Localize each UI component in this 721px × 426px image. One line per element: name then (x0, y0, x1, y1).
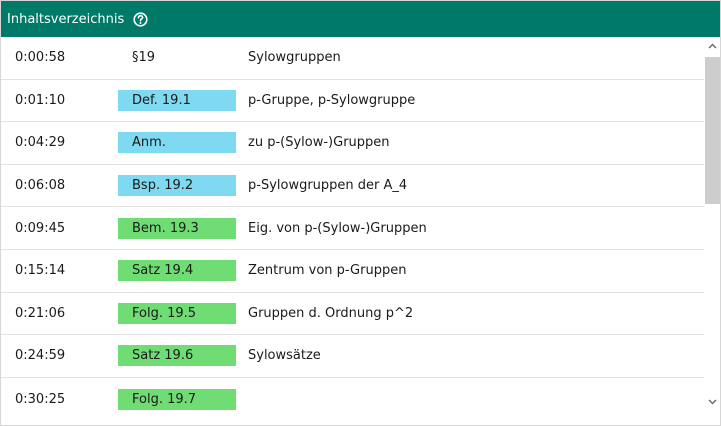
toc-row[interactable]: 0:00:58 §19 Sylowgruppen (1, 37, 704, 80)
toc-row-tag: Bsp. 19.2 (118, 175, 236, 197)
toc-row-tag: Bem. 19.3 (118, 217, 236, 239)
toc-list: 0:00:58 §19 Sylowgruppen 0:01:10 Def. 19.1 p-… (1, 37, 704, 425)
toc-row-tag: Satz 19.4 (118, 260, 236, 282)
toc-row-time: 0:24:59 (15, 348, 66, 364)
toc-row-time: 0:04:29 (15, 135, 66, 151)
toc-row-tag: Folg. 19.7 (118, 388, 236, 410)
toc-row[interactable]: 0:09:45 Bem. 19.3 Eig. von p-(Sylow-)Grupp… (1, 207, 704, 250)
toc-row-description: Eig. von p-(Sylow-)Gruppen (248, 220, 427, 236)
toc-row[interactable]: 0:21:06 Folg. 19.5 Gruppen d. Ordnung p^2 (1, 293, 704, 336)
toc-row-description: p-Sylowgruppen der A_4 (248, 178, 408, 194)
panel-header: Inhaltsverzeichnis (1, 1, 720, 37)
toc-row-description: Sylowsätze (248, 348, 321, 364)
toc-row-description: Zentrum von p-Gruppen (248, 263, 407, 279)
toc-row-time: 0:30:25 (15, 391, 66, 407)
toc-row[interactable]: 0:15:14 Satz 19.4 Zentrum von p-Gruppen (1, 250, 704, 293)
toc-row-description: Sylowgruppen (248, 50, 341, 66)
toc-row-description: Gruppen d. Ordnung p^2 (248, 305, 414, 321)
toc-row-time: 0:06:08 (15, 178, 66, 194)
toc-row-time: 0:09:45 (15, 220, 66, 236)
toc-row-time: 0:01:10 (15, 92, 66, 108)
toc-row-time: 0:21:06 (15, 305, 66, 321)
toc-row-time: 0:15:14 (15, 263, 66, 279)
toc-row-description: p-Gruppe, p-Sylowgruppe (248, 92, 416, 108)
toc-row-description: zu p-(Sylow-)Gruppen (248, 135, 390, 151)
toc-row-tag: Folg. 19.5 (118, 302, 236, 324)
toc-row[interactable]: 0:04:29 Anm. zu p-(Sylow-)Gruppen (1, 122, 704, 165)
chevron-up-icon[interactable] (704, 39, 720, 53)
toc-row-tag: §19 (132, 50, 156, 66)
toc-row[interactable]: 0:01:10 Def. 19.1 p-Gruppe, p-Sylowgruppe (1, 80, 704, 123)
toc-row[interactable]: 0:24:59 Satz 19.6 Sylowsätze (1, 335, 704, 378)
vertical-scrollbar[interactable] (704, 37, 720, 425)
scrollbar-thumb[interactable] (705, 57, 720, 204)
toc-row-tag: Satz 19.6 (118, 345, 236, 367)
chevron-down-icon[interactable] (704, 395, 720, 409)
panel-title: Inhaltsverzeichnis (7, 11, 125, 27)
toc-row-tag: Anm. (118, 132, 236, 154)
toc-row-time: 0:00:58 (15, 50, 66, 66)
question-circle-icon[interactable] (133, 11, 148, 27)
toc-row[interactable]: 0:30:25 Folg. 19.7 (1, 378, 704, 421)
toc-row[interactable]: 0:06:08 Bsp. 19.2 p-Sylowgruppen der A_4 (1, 165, 704, 208)
toc-row-tag: Def. 19.1 (118, 89, 236, 111)
